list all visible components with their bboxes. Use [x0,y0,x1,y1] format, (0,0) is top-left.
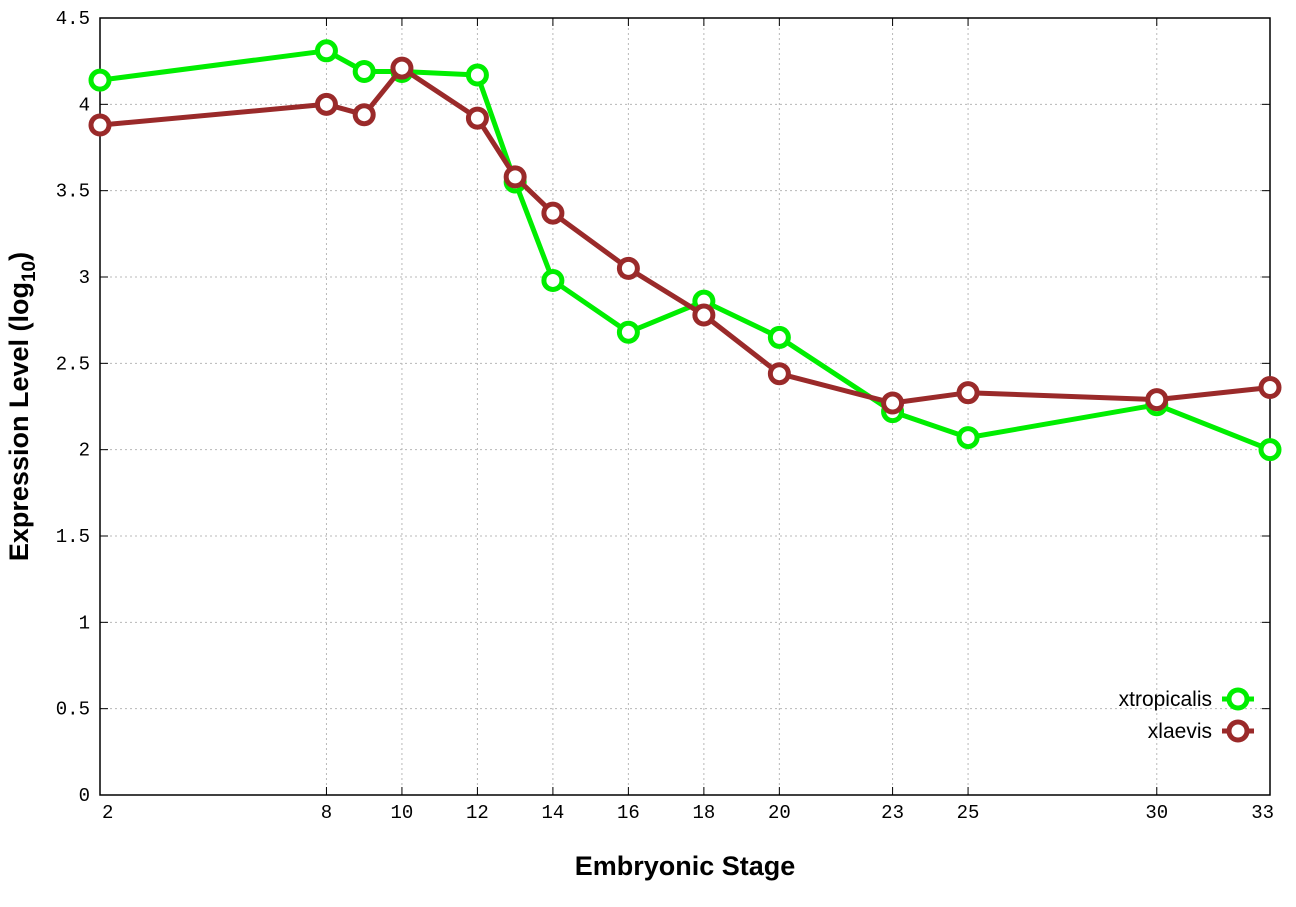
y-axis-title-main: Expression Level (log [4,282,34,561]
data-point [88,113,112,137]
y-tick-label: 1.5 [56,526,90,548]
y-axis-title-close: ) [4,252,34,261]
x-tick-label: 16 [617,802,640,824]
data-point [352,60,376,84]
series-layer [88,39,1282,462]
x-tick-label: 2 [102,802,113,824]
data-point [503,165,527,189]
y-axis-title-subscript: 10 [19,261,40,282]
x-tick-label: 10 [391,802,414,824]
data-point [88,68,112,92]
grid [100,18,1270,795]
data-point [692,303,716,327]
data-point [465,106,489,130]
legend-label: xlaevis [1148,720,1212,743]
x-tick-label: 33 [1251,802,1274,824]
x-tick-label: 20 [768,802,791,824]
x-tick-label: 18 [692,802,715,824]
y-tick-label: 1 [79,612,90,634]
y-tick-label: 2.5 [56,353,90,375]
axis-ticks: 0 0.5 1 1.5 2 2.5 3 3.5 4 4.5 2 8 10 12 14 16 18 20 23 25 30… [56,8,1274,824]
data-point [1258,438,1282,462]
y-tick-label: 4.5 [56,8,90,30]
data-point [314,92,338,116]
data-point [541,201,565,225]
series-line [99,65,1271,406]
y-tick-label: 0.5 [56,699,90,721]
data-point [314,39,338,63]
data-point [616,256,640,280]
legend: xtropicalis xlaevis [1119,687,1254,743]
plot-frame [99,17,1271,796]
legend-item: xtropicalis [1119,687,1254,711]
x-tick-label: 23 [881,802,904,824]
legend-item: xlaevis [1148,719,1254,743]
data-point [352,103,376,127]
y-tick-label: 3 [79,267,90,289]
data-point [541,268,565,292]
x-tick-label: 14 [541,802,564,824]
x-tick-label: 25 [957,802,980,824]
x-tick-label: 30 [1145,802,1168,824]
series-xtropicalis [88,39,1282,462]
data-point [1145,388,1169,412]
data-point [1258,376,1282,400]
data-point [881,391,905,415]
series-xlaevis [88,56,1282,415]
x-tick-label: 8 [321,802,332,824]
legend-label: xtropicalis [1119,688,1212,711]
data-point [616,320,640,344]
y-tick-label: 0 [79,785,90,807]
y-axis-title: Expression Level (log10) [4,252,40,561]
data-point [956,381,980,405]
data-point [390,56,414,80]
data-point [956,426,980,450]
data-point [465,63,489,87]
y-tick-label: 2 [79,440,90,462]
y-tick-label: 4 [79,94,90,116]
legend-swatch-marker [1226,719,1250,743]
x-axis-title: Embryonic Stage [575,851,796,881]
y-tick-label: 3.5 [56,181,90,203]
data-point [767,325,791,349]
legend-swatch-marker [1226,687,1250,711]
data-point [767,362,791,386]
x-tick-label: 12 [466,802,489,824]
